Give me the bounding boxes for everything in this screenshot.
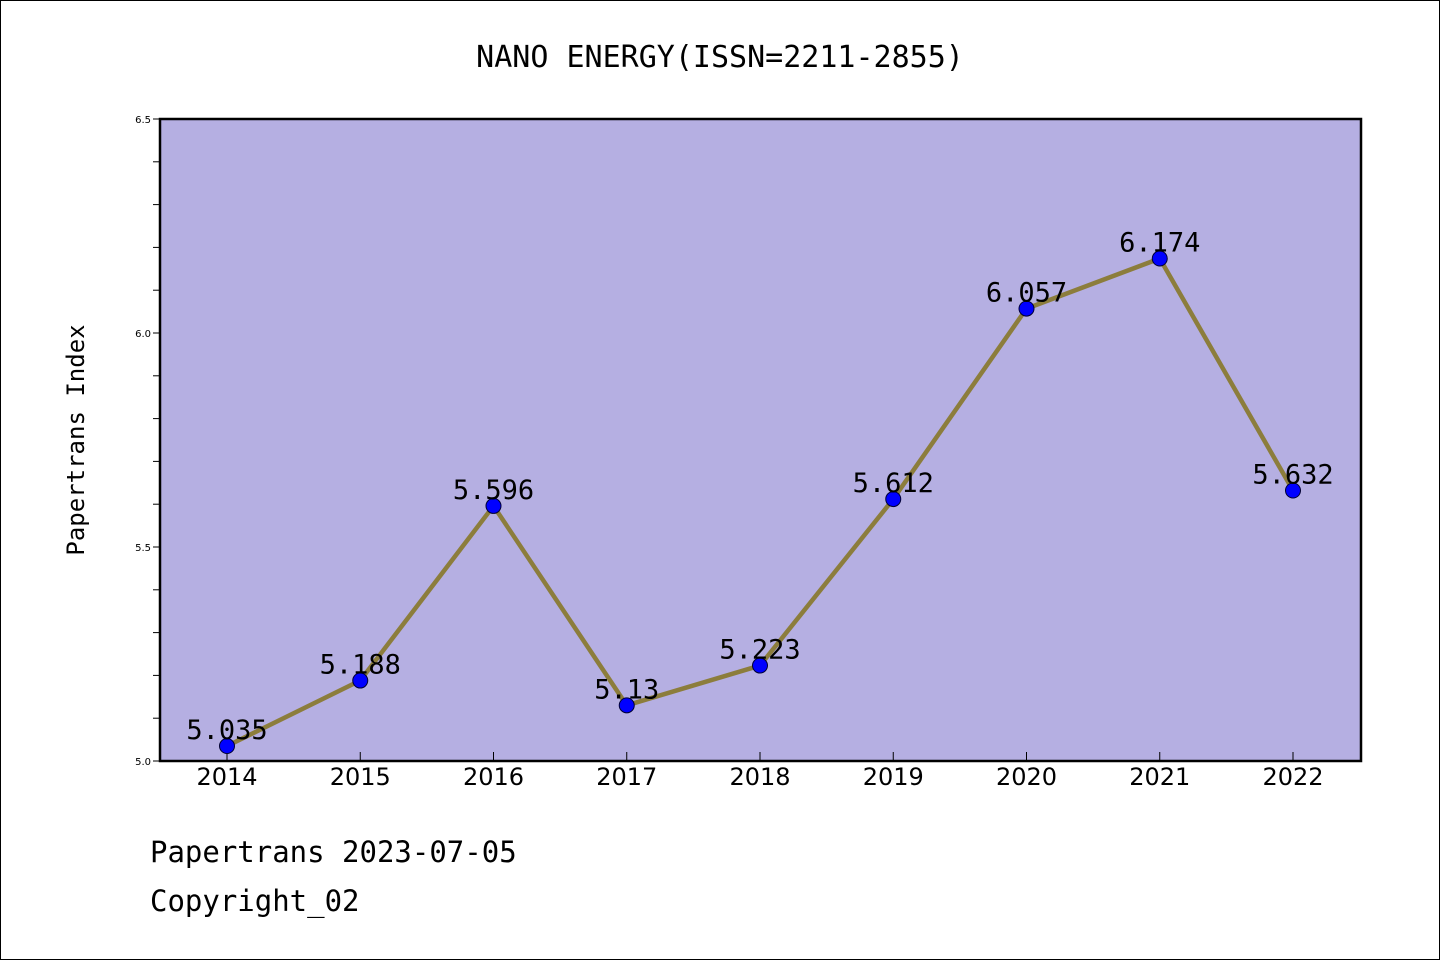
x-tick-label: 2022 (1262, 763, 1323, 791)
data-point (618, 697, 635, 714)
data-label: 5.596 (453, 475, 534, 506)
data-point (1151, 250, 1168, 267)
data-point (752, 657, 768, 674)
y-axis-label: Papertrans Index (62, 324, 90, 555)
x-axis: 2014 2015 2016 2017 2018 2019 2020 2021 2022 (196, 752, 1324, 791)
data-point (485, 497, 502, 514)
data-point (1018, 300, 1035, 317)
data-label: 5.632 (1252, 460, 1333, 491)
data-label: 5.188 (320, 650, 401, 681)
data-label: 6.174 (1119, 228, 1200, 259)
x-tick-label: 2019 (863, 763, 924, 791)
series-papertrans-index (219, 250, 1301, 755)
data-label: 5.612 (853, 468, 934, 499)
data-label: 6.057 (986, 278, 1067, 309)
data-point (1285, 482, 1301, 499)
data-label: 5.13 (594, 674, 659, 705)
x-tick-label: 2018 (729, 763, 790, 791)
x-tick-label: 2020 (996, 763, 1057, 791)
copyright-text: Copyright_02 (150, 884, 360, 918)
y-tick-label: 5.0 (135, 757, 151, 768)
x-tick-label: 2016 (463, 763, 524, 791)
plot-area (158, 117, 1363, 763)
data-point (885, 491, 902, 508)
data-label: 5.223 (719, 635, 800, 666)
y-tick-label: 5.5 (135, 543, 151, 554)
data-label: 5.035 (186, 715, 267, 746)
source-date-text: Papertrans 2023-07-05 (150, 835, 517, 869)
data-point (352, 672, 369, 689)
chart-title: NANO ENERGY(ISSN=2211-2855) (476, 40, 964, 75)
x-tick-label: 2014 (196, 763, 257, 791)
x-tick-label: 2021 (1129, 763, 1190, 791)
y-tick-label: 6.5 (135, 115, 151, 126)
data-point (219, 738, 235, 755)
y-axis: 5.0 5.5 6.0 6.5 (135, 115, 160, 768)
x-tick-label: 2015 (330, 763, 391, 791)
x-tick-label: 2017 (596, 763, 657, 791)
y-tick-label: 6.0 (135, 329, 151, 340)
data-labels: 5.035 5.188 5.596 5.13 5.223 5.612 6.057 6.174 5… (186, 228, 1333, 746)
